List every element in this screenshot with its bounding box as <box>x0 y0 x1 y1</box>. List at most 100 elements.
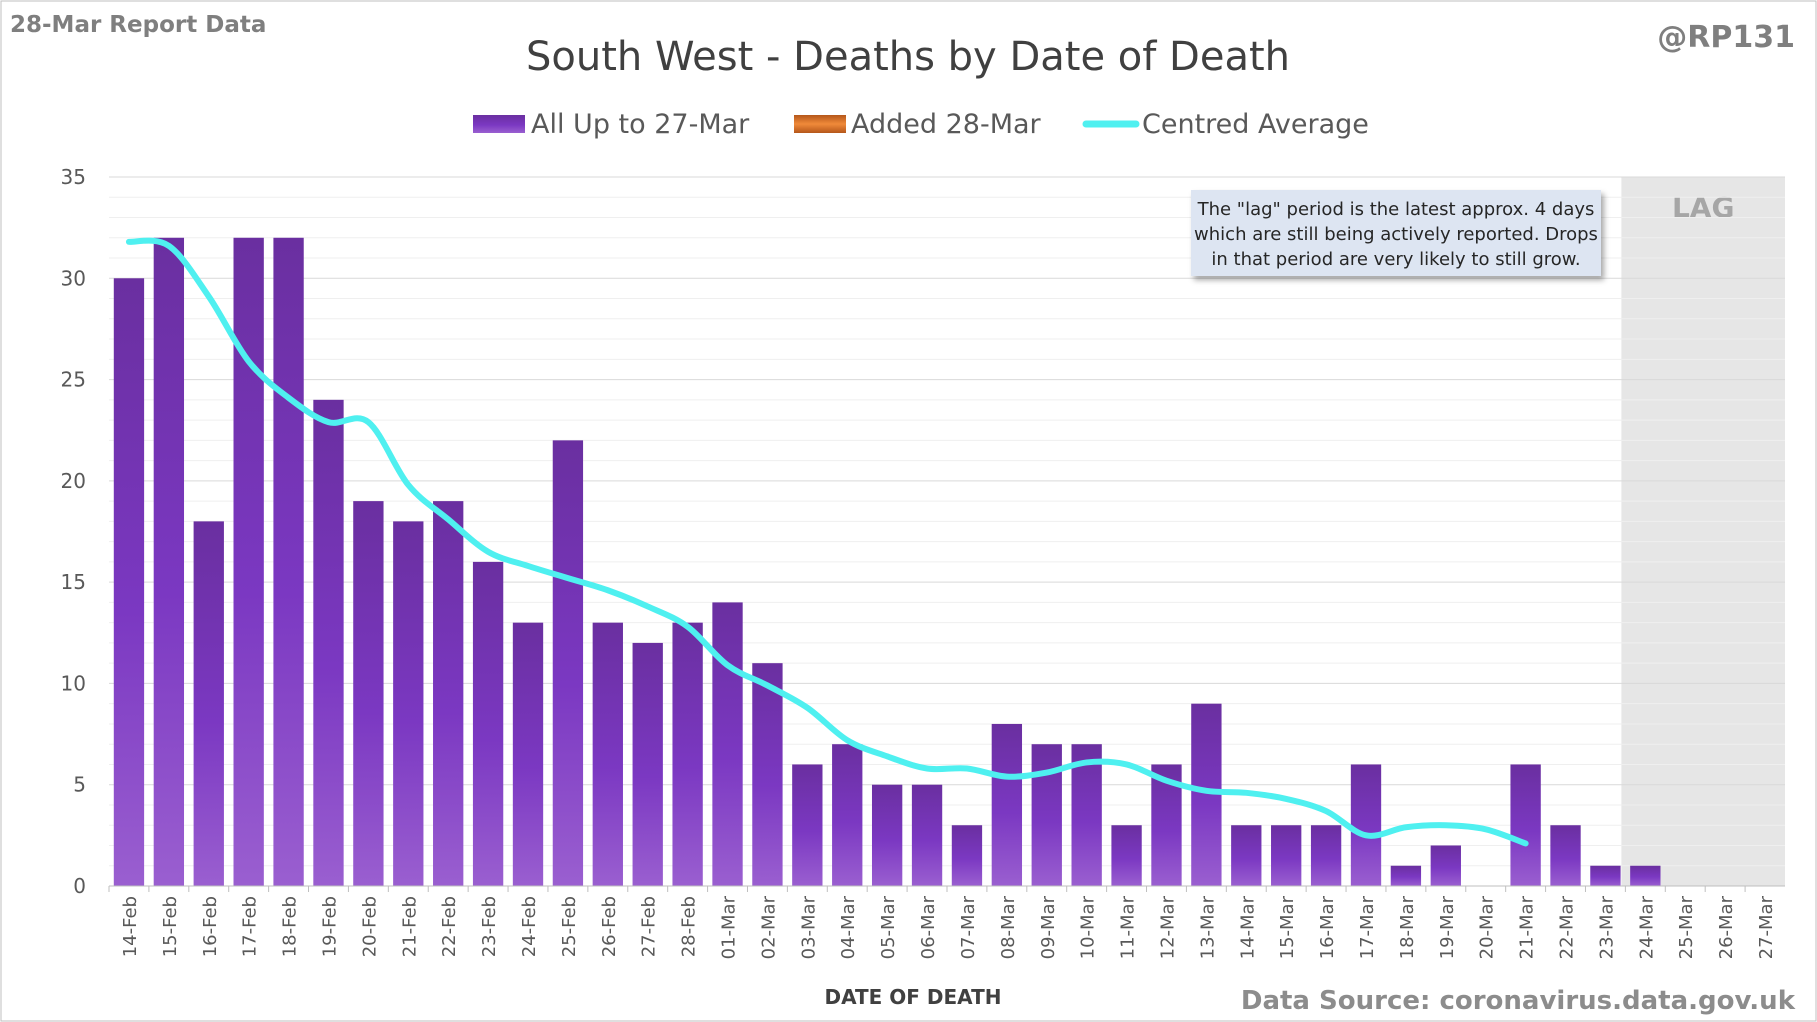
x-tick-label: 23-Mar <box>1596 895 1617 959</box>
bar-all-15-Feb <box>153 237 185 886</box>
bar-all-10-Mar <box>1071 744 1102 886</box>
chart-title: South West - Deaths by Date of Death <box>526 34 1290 80</box>
bar-all-16-Feb <box>193 521 224 886</box>
x-tick-label: 26-Mar <box>1716 895 1737 959</box>
lag-note-line-3: in that period are very likely to still … <box>1211 249 1580 270</box>
x-tick-label: 23-Feb <box>479 896 500 957</box>
x-tick-label: 07-Mar <box>958 895 979 959</box>
x-tick-label: 28-Feb <box>679 896 700 957</box>
bar-all-03-Mar <box>792 764 823 886</box>
x-tick-label: 14-Feb <box>120 896 141 957</box>
bar-all-23-Feb <box>472 561 504 886</box>
grid-lines <box>109 176 1785 867</box>
x-tick-label: 16-Feb <box>200 896 221 957</box>
x-tick-label: 03-Mar <box>798 895 819 959</box>
bar-all-24-Mar <box>1630 865 1661 886</box>
report-label: 28-Mar Report Data <box>10 12 266 38</box>
bars <box>113 237 1661 886</box>
lag-note-line-2: which are still being actively reported.… <box>1194 224 1598 245</box>
x-tick-label: 01-Mar <box>719 895 740 959</box>
bar-all-07-Mar <box>951 825 983 886</box>
legend-label-average: Centred Average <box>1142 109 1369 140</box>
x-tick-label: 18-Feb <box>280 896 301 957</box>
x-tick-label: 08-Mar <box>998 895 1019 959</box>
x-axis-ticks: 14-Feb 15-Feb 16-Feb 17-Feb 18-Feb 19-Feb 20-F… <box>108 886 1777 959</box>
bar-all-23-Mar <box>1590 865 1621 886</box>
x-tick-label: 16-Mar <box>1317 895 1338 959</box>
y-tick-label: 35 <box>61 165 86 189</box>
bar-all-18-Mar <box>1390 865 1422 886</box>
bar-all-22-Mar <box>1550 825 1581 886</box>
lag-note-box <box>1191 190 1601 276</box>
y-tick-label: 30 <box>61 266 86 290</box>
bar-all-08-Mar <box>991 723 1023 886</box>
bar-all-18-Feb <box>273 237 304 886</box>
lag-note-line-1: The "lag" period is the latest approx. 4… <box>1197 199 1595 220</box>
x-tick-label: 15-Mar <box>1277 895 1298 959</box>
x-tick-label: 13-Mar <box>1197 895 1218 959</box>
bar-all-14-Mar <box>1231 825 1262 886</box>
bar-all-19-Feb <box>313 399 344 886</box>
data-source-label: Data Source: coronavirus.data.gov.uk <box>1241 986 1796 1016</box>
x-tick-label: 22-Feb <box>439 896 460 957</box>
lag-region <box>1621 177 1785 886</box>
centred-average-line <box>125 237 1529 847</box>
x-tick-label: 04-Mar <box>838 895 859 959</box>
y-tick-label: 15 <box>61 570 86 594</box>
bar-all-21-Feb <box>393 521 424 886</box>
x-tick-label: 26-Feb <box>599 896 620 957</box>
lag-label: LAG <box>1672 191 1735 224</box>
bar-all-21-Mar <box>1510 764 1541 886</box>
bar-all-22-Feb <box>433 501 464 886</box>
x-tick-label: 18-Mar <box>1397 895 1418 959</box>
x-tick-label: 14-Mar <box>1237 895 1258 959</box>
lag-note: The "lag" period is the latest approx. 4… <box>1191 190 1601 276</box>
legend-label-added: Added 28-Mar <box>851 109 1042 140</box>
bar-all-17-Feb <box>233 237 264 886</box>
bar-all-02-Mar <box>752 663 783 886</box>
bar-all-09-Mar <box>1031 744 1062 886</box>
legend-swatch-added <box>794 115 846 133</box>
legend-label-all: All Up to 27-Mar <box>531 109 750 140</box>
bar-all-16-Mar <box>1310 825 1342 886</box>
y-tick-label: 0 <box>73 874 86 898</box>
x-tick-label: 21-Mar <box>1517 895 1538 959</box>
x-tick-label: 19-Mar <box>1437 895 1458 959</box>
y-axis-ticks: 0 5 10 15 20 25 30 35 <box>61 165 86 898</box>
bar-all-13-Mar <box>1191 703 1222 886</box>
x-tick-label: 21-Feb <box>399 896 420 957</box>
bar-all-24-Feb <box>512 622 544 886</box>
x-tick-label: 24-Mar <box>1636 895 1657 959</box>
x-tick-label: 27-Feb <box>639 896 660 957</box>
x-tick-label: 05-Mar <box>878 895 899 959</box>
x-tick-label: 12-Mar <box>1157 895 1178 959</box>
x-tick-label: 11-Mar <box>1118 895 1139 959</box>
x-axis-title: DATE OF DEATH <box>825 985 1002 1009</box>
bar-all-11-Mar <box>1111 825 1142 886</box>
handle-label: @RP131 <box>1657 20 1795 55</box>
bar-all-26-Feb <box>592 622 623 886</box>
bar-all-05-Mar <box>871 784 903 886</box>
y-tick-label: 5 <box>73 773 86 797</box>
x-tick-label: 06-Mar <box>918 895 939 959</box>
y-tick-label: 10 <box>61 671 86 695</box>
x-tick-label: 20-Feb <box>359 896 380 957</box>
bar-all-28-Feb <box>672 622 703 886</box>
bar-all-27-Feb <box>632 642 663 886</box>
legend: All Up to 27-Mar Added 28-Mar Centred Av… <box>473 109 1369 140</box>
bar-all-15-Mar <box>1271 825 1302 886</box>
bar-all-20-Feb <box>353 501 384 886</box>
bar-all-19-Mar <box>1430 845 1461 886</box>
bar-all-17-Mar <box>1350 764 1382 886</box>
bar-all-14-Feb <box>113 278 145 886</box>
x-tick-label: 15-Feb <box>160 896 181 957</box>
bar-all-04-Mar <box>832 744 863 886</box>
y-tick-label: 20 <box>61 469 86 493</box>
x-tick-label: 25-Feb <box>559 896 580 957</box>
bar-all-01-Mar <box>712 602 743 886</box>
x-tick-label: 19-Feb <box>319 896 340 957</box>
x-tick-label: 17-Mar <box>1357 895 1378 959</box>
y-tick-label: 25 <box>61 368 86 392</box>
